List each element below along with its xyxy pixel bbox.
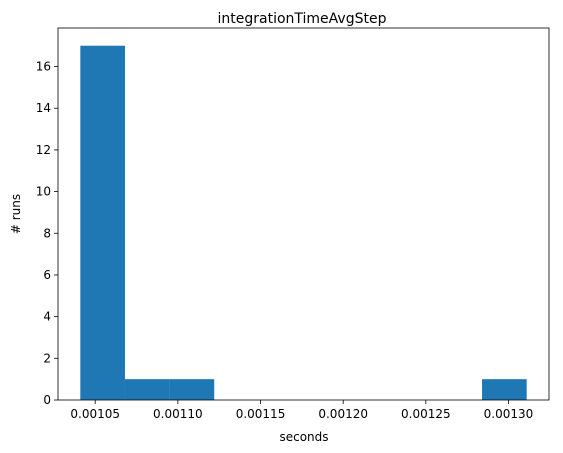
y-tick-label: 14 — [36, 101, 51, 115]
y-tick-label: 16 — [36, 60, 51, 74]
histogram-bar — [80, 45, 125, 401]
histogram-bar — [482, 379, 527, 400]
histogram-bar — [124, 379, 170, 400]
y-tick-label: 10 — [36, 185, 51, 199]
y-tick-label: 12 — [36, 143, 51, 157]
x-tick-label: 0.00130 — [484, 407, 534, 421]
chart-title: integrationTimeAvgStep — [218, 11, 387, 27]
y-tick-label: 6 — [43, 268, 51, 282]
y-tick-label: 2 — [43, 351, 51, 365]
histogram-bar — [169, 379, 215, 400]
bars-group — [80, 45, 527, 401]
x-tick-label: 0.00125 — [401, 407, 451, 421]
x-tick-label: 0.00105 — [70, 407, 120, 421]
x-tick-label: 0.00120 — [318, 407, 368, 421]
x-tick-label: 0.00110 — [153, 407, 203, 421]
plot-frame — [57, 27, 550, 401]
y-tick-label: 4 — [43, 310, 51, 324]
y-tick-label: 8 — [43, 226, 51, 240]
y-axis: 0 2 4 6 8 10 12 14 16 — [36, 60, 58, 407]
x-axis-label: seconds — [279, 430, 328, 444]
x-tick-label: 0.00115 — [236, 407, 286, 421]
y-axis-label: # runs — [9, 194, 23, 234]
x-axis: 0.00105 0.00110 0.00115 0.00120 0.00125 0.001… — [70, 400, 533, 421]
y-tick-label: 0 — [43, 393, 51, 407]
